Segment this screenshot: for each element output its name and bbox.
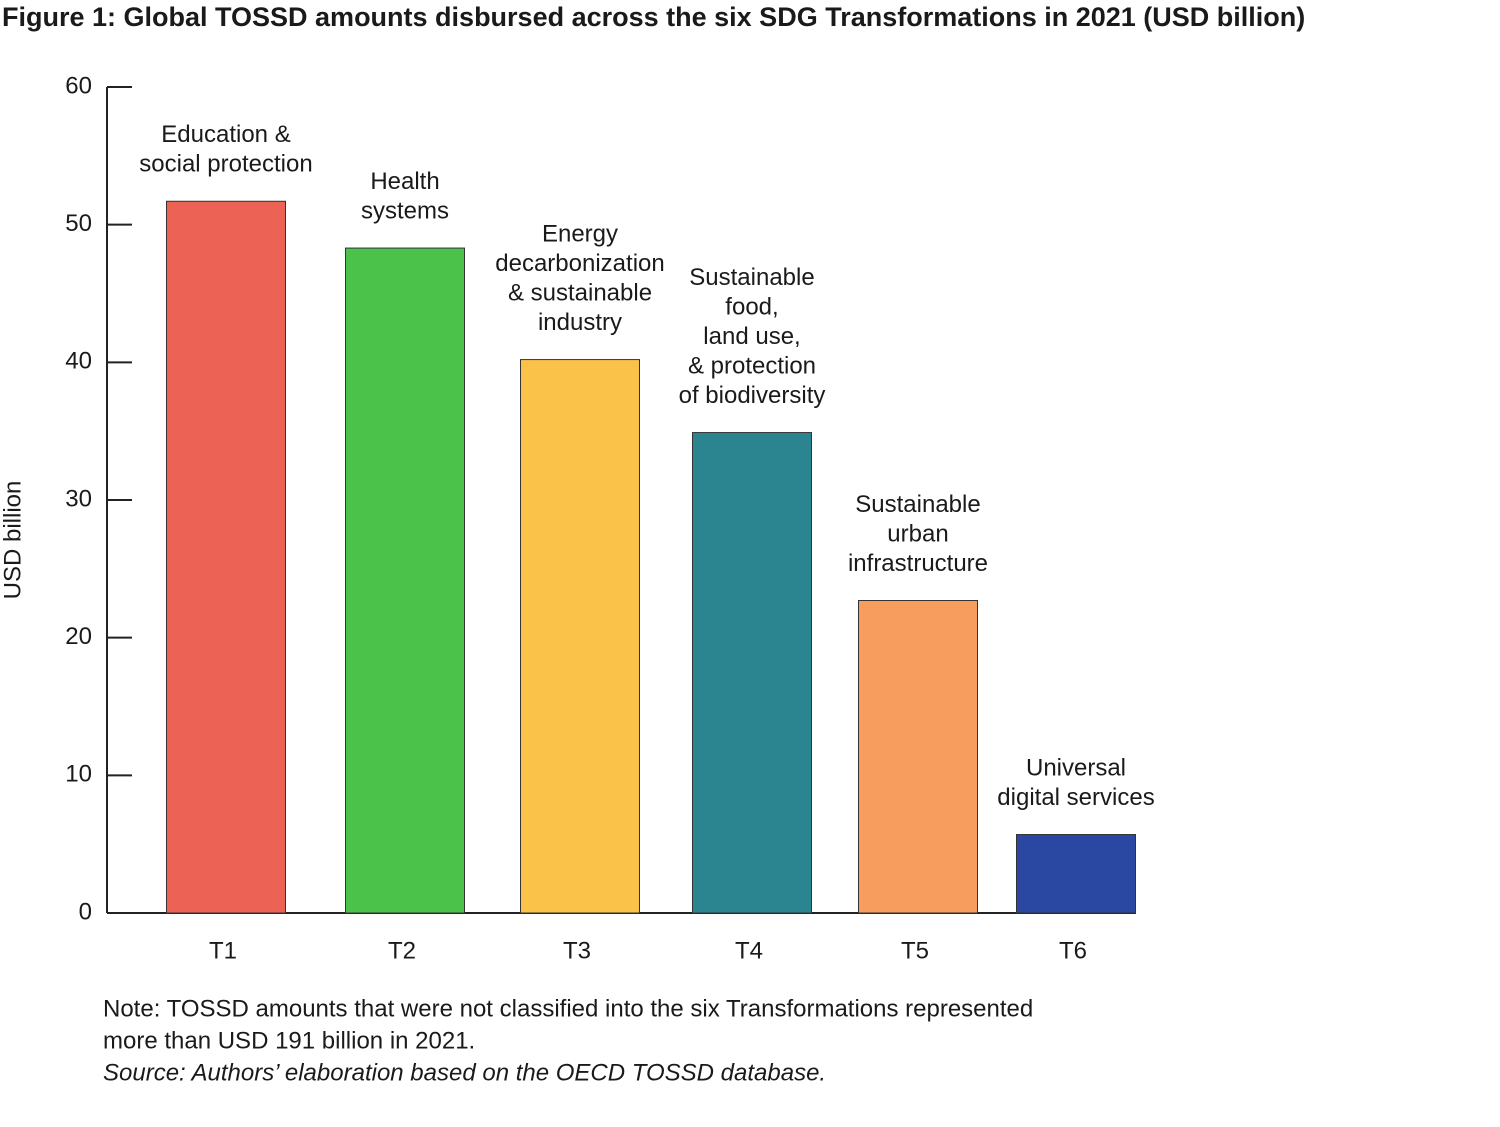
bar-label: Education & <box>161 121 290 148</box>
bar-label: social protection <box>139 151 312 178</box>
bar-label: & sustainable <box>508 279 652 306</box>
note-line: more than USD 191 billion in 2021. <box>103 1027 475 1054</box>
bar-label: Energy <box>542 220 618 247</box>
y-tick-label: 30 <box>65 485 92 512</box>
bar-label: Universal <box>1026 754 1126 781</box>
bar-label: systems <box>361 197 449 224</box>
bar-label: infrastructure <box>848 550 988 577</box>
bar <box>520 359 640 914</box>
bar-label: & protection <box>688 352 816 379</box>
bar-label: urban <box>887 520 948 547</box>
note-line: Note: TOSSD amounts that were not classi… <box>103 995 1033 1022</box>
x-tick-label: T6 <box>1059 937 1087 964</box>
x-tick-label: T3 <box>563 937 591 964</box>
bar <box>858 599 978 914</box>
y-tick-label: 20 <box>65 623 92 650</box>
y-tick-label: 40 <box>65 348 92 375</box>
bar-label: digital services <box>997 784 1154 811</box>
x-tick-label: T4 <box>735 937 763 964</box>
x-tick-label: T2 <box>388 937 416 964</box>
x-tick-label: T1 <box>209 937 237 964</box>
y-tick-label: 10 <box>65 761 92 788</box>
bar-label: of biodiversity <box>679 382 826 409</box>
bar-label: industry <box>538 309 622 336</box>
bar <box>345 247 465 914</box>
bar <box>166 200 286 914</box>
bar-label: decarbonization <box>495 250 664 277</box>
bar-label: Sustainable <box>855 491 980 518</box>
bar-label: Sustainable <box>689 264 814 291</box>
chart-title: Figure 1: Global TOSSD amounts disbursed… <box>2 2 1305 32</box>
y-tick-label: 60 <box>65 72 92 99</box>
x-tick-label: T5 <box>901 937 929 964</box>
source: Source: Authors’ elaboration based on th… <box>103 1059 826 1086</box>
bar <box>692 432 812 914</box>
y-tick-label: 50 <box>65 210 92 237</box>
y-axis-label: USD billion <box>0 481 26 600</box>
bar <box>1016 834 1136 914</box>
bar-label: food, <box>725 293 778 320</box>
bar-label: Health <box>370 168 439 195</box>
bar-label: land use, <box>703 323 800 350</box>
y-tick-label: 0 <box>79 898 92 925</box>
